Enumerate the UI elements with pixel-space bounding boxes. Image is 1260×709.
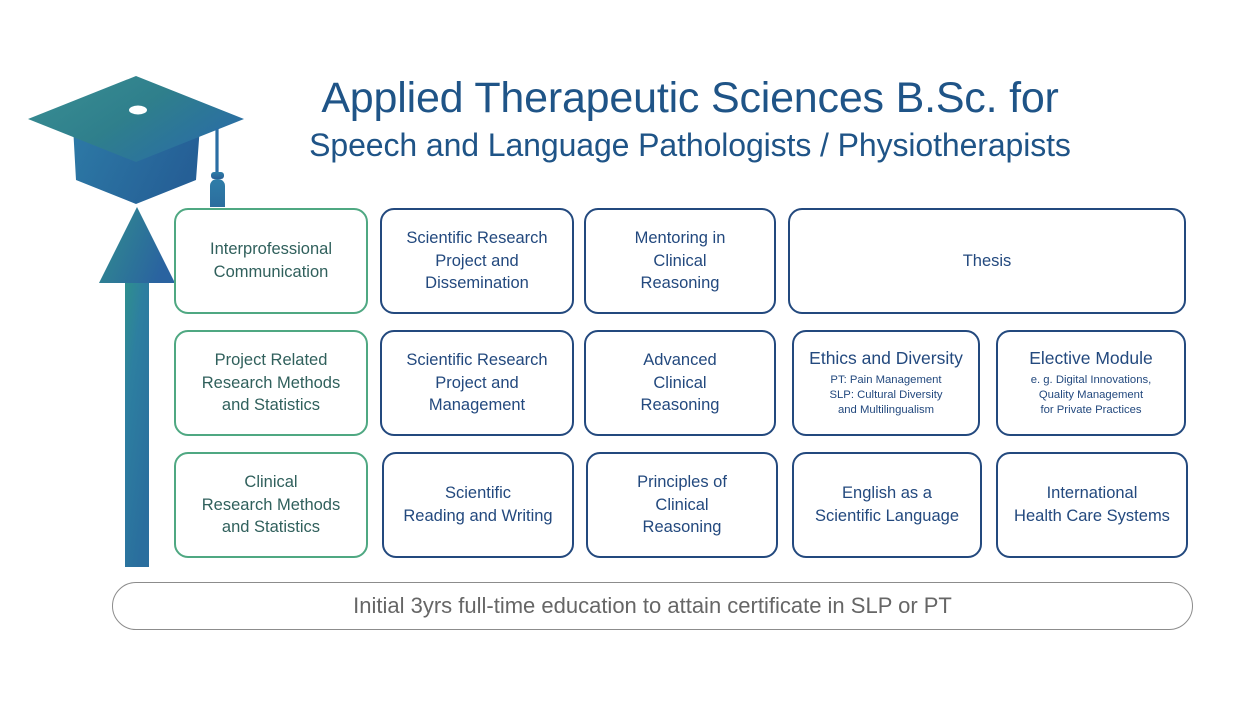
module-title: Interprofessional Communication [210, 240, 332, 281]
module-title: Principles of Clinical Reasoning [637, 472, 727, 537]
module-title: Clinical Research Methods and Statistics [201, 472, 341, 537]
module-title: English as a Scientific Language [814, 484, 960, 525]
module-title: Thesis [962, 251, 1012, 270]
module-box-international-health-care-systems[interactable]: International Health Care Systems [996, 452, 1188, 558]
module-box-clinical-research-methods[interactable]: Clinical Research Methods and Statistics [174, 452, 368, 558]
title-line-2: Speech and Language Pathologists / Physi… [309, 126, 1071, 163]
module-title: Scientific Research Project and Dissemin… [406, 228, 548, 293]
module-box-ethics-and-diversity[interactable]: Ethics and Diversity PT: Pain Management… [792, 330, 980, 436]
module-title: Scientific Research Project and Manageme… [406, 350, 548, 415]
module-box-project-related-research-methods[interactable]: Project Related Research Methods and Sta… [174, 330, 368, 436]
module-title: Elective Module [1029, 347, 1153, 368]
page-title: Applied Therapeutic Sciences B.Sc. for S… [300, 74, 1080, 163]
module-title: International Health Care Systems [1014, 484, 1170, 525]
module-box-mentoring-clinical-reasoning[interactable]: Mentoring in Clinical Reasoning [584, 208, 776, 314]
module-box-thesis[interactable]: Thesis [788, 208, 1186, 314]
module-box-scientific-reading-writing[interactable]: Scientific Reading and Writing [382, 452, 574, 558]
foundation-bar[interactable]: Initial 3yrs full-time education to atta… [112, 582, 1193, 630]
foundation-label: Initial 3yrs full-time education to atta… [353, 593, 952, 618]
module-title: Advanced Clinical Reasoning [640, 350, 720, 415]
module-box-scientific-research-project-management[interactable]: Scientific Research Project and Manageme… [380, 330, 574, 436]
module-box-principles-clinical-reasoning[interactable]: Principles of Clinical Reasoning [586, 452, 778, 558]
module-title: Project Related Research Methods and Sta… [201, 350, 341, 415]
title-line-1: Applied Therapeutic Sciences B.Sc. for [321, 74, 1059, 122]
module-subtitle: e. g. Digital Innovations, Quality Manag… [1030, 373, 1152, 416]
module-box-interprofessional-communication[interactable]: Interprofessional Communication [174, 208, 368, 314]
module-subtitle: PT: Pain Management SLP: Cultural Divers… [829, 373, 943, 416]
up-arrow-icon [98, 205, 182, 567]
module-box-advanced-clinical-reasoning[interactable]: Advanced Clinical Reasoning [584, 330, 776, 436]
module-box-elective-module[interactable]: Elective Module e. g. Digital Innovation… [996, 330, 1186, 436]
module-title: Scientific Reading and Writing [403, 484, 553, 525]
module-box-english-scientific-language[interactable]: English as a Scientific Language [792, 452, 982, 558]
module-title: Mentoring in Clinical Reasoning [634, 228, 726, 293]
module-title: Ethics and Diversity [809, 347, 963, 368]
graduation-cap-icon [18, 62, 258, 232]
module-box-scientific-research-project-dissemination[interactable]: Scientific Research Project and Dissemin… [380, 208, 574, 314]
